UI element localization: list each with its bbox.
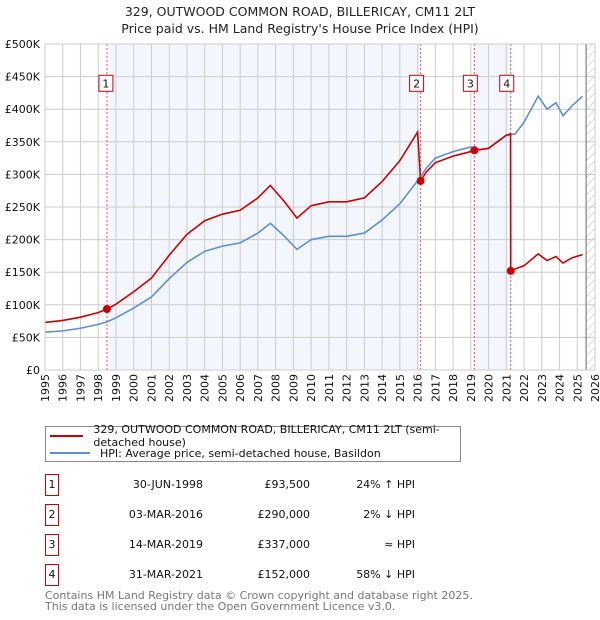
sale-flag-box (98, 74, 114, 92)
sale-date: 31-MAR-2021 (128, 568, 203, 581)
sale-hpi-diff: 58% ↓ HPI (356, 568, 415, 581)
legend-label: 329, OUTWOOD COMMON ROAD, BILLERICAY, CM… (93, 423, 440, 449)
sale-hpi-diff: ≈ HPI (384, 538, 415, 551)
sale-flag-box (462, 74, 478, 92)
x-tick-label: 2015 (394, 374, 407, 402)
x-tick-label: 1996 (57, 374, 70, 402)
footer-licence: This data is licensed under the Open Gov… (45, 600, 396, 613)
x-tick-label: 2004 (199, 374, 212, 402)
sale-hpi-diff: 24% ↑ HPI (356, 478, 415, 491)
legend-label: HPI: Average price, semi-detached house,… (100, 446, 381, 460)
x-tick-label: 2017 (429, 374, 442, 402)
y-tick-label: £50K (12, 331, 41, 344)
sale-flag-label: 3 (467, 77, 474, 90)
sale-marker-label: 4 (45, 564, 59, 586)
x-tick-label: 2011 (323, 374, 336, 402)
x-tick-label: 2018 (447, 374, 460, 402)
x-tick-label: 2010 (305, 374, 318, 402)
sale-date: 14-MAR-2019 (128, 538, 203, 551)
x-tick-label: 2009 (287, 374, 300, 402)
legend-item-property: 329, OUTWOOD COMMON ROAD, BILLERICAY, CM… (50, 423, 460, 449)
x-tick-label: 2013 (358, 374, 371, 402)
sale-flag-label: 4 (503, 77, 510, 90)
footer-copyright: Contains HM Land Registry data © Crown c… (45, 589, 473, 602)
x-tick-label: 2025 (571, 374, 584, 402)
y-tick-label: £300K (5, 168, 41, 181)
y-tick-label: £250K (5, 201, 41, 214)
chart-title: 329, OUTWOOD COMMON ROAD, BILLERICAY, CM… (124, 4, 476, 19)
sale-flag-box (499, 74, 515, 92)
sale-flag-label: 1 (102, 77, 109, 90)
legend: 329, OUTWOOD COMMON ROAD, BILLERICAY, CM… (45, 423, 461, 462)
sale-price: £290,000 (257, 508, 311, 521)
sale-price: £152,000 (257, 568, 311, 581)
x-tick-label: 2007 (252, 374, 265, 402)
legend-item-hpi: HPI: Average price, semi-detached house,… (50, 445, 381, 461)
x-tick-label: 2023 (536, 374, 549, 402)
sale-price: £93,500 (264, 478, 311, 491)
sale-flag: 3 (462, 74, 478, 92)
x-tick-label: 2000 (128, 374, 141, 402)
x-tick-label: 2005 (216, 374, 229, 402)
sale-row: 2 03-MAR-2016 £290,000 2% ↓ HPI (45, 504, 415, 528)
sale-flag: 2 (409, 74, 425, 92)
x-tick-label: 2008 (270, 374, 283, 402)
x-tick-label: 1995 (39, 374, 52, 402)
y-tick-label: £100K (5, 299, 41, 312)
x-tick-label: 2014 (376, 374, 389, 402)
x-tick-label: 2021 (500, 374, 513, 402)
y-tick-label: £200K (5, 234, 41, 247)
sale-marker-label: 2 (45, 504, 59, 526)
y-tick-label: £0 (26, 364, 40, 377)
sale-point (506, 266, 515, 275)
price-chart: 1995 1996 1997 1998 1999 2000 2001 2002 2003 2004… (5, 38, 600, 402)
x-tick-label: 2019 (465, 374, 478, 402)
legend-swatch-red (50, 435, 84, 437)
series-line (44, 94, 584, 333)
x-tick-label: 1997 (74, 374, 87, 402)
y-tick-label: £400K (5, 103, 41, 116)
sale-row: 3 14-MAR-2019 £337,000 ≈ HPI (45, 534, 415, 558)
sale-date: 03-MAR-2016 (128, 508, 203, 521)
y-tick-label: £500K (5, 38, 41, 51)
x-tick-label: 2012 (341, 374, 354, 402)
sale-date: 30-JUN-1998 (132, 478, 203, 491)
x-tick-label: 2006 (234, 374, 247, 402)
x-tick-label: 1998 (92, 374, 105, 402)
y-tick-label: £450K (5, 71, 41, 84)
chart-subtitle: Price paid vs. HM Land Registry's House … (121, 21, 479, 36)
x-tick-label: 1999 (110, 374, 123, 402)
x-tick-label: 2024 (554, 374, 567, 402)
x-tick-label: 2003 (181, 374, 194, 402)
y-tick-label: £150K (5, 266, 41, 279)
sale-price: £337,000 (257, 538, 311, 551)
sale-flag-label: 2 (413, 77, 420, 90)
x-tick-label: 2026 (589, 374, 600, 402)
sale-hpi-diff: 2% ↓ HPI (363, 508, 415, 521)
x-tick-label: 2022 (518, 374, 531, 402)
sale-flag: 1 (98, 74, 114, 92)
x-tick-label: 2001 (145, 374, 158, 402)
sale-row: 4 31-MAR-2021 £152,000 58% ↓ HPI (45, 564, 415, 588)
x-tick-label: 2002 (163, 374, 176, 402)
sale-flag-box (409, 74, 425, 92)
sale-flag: 4 (499, 74, 515, 92)
sale-row: 1 30-JUN-1998 £93,500 24% ↑ HPI (45, 474, 415, 498)
x-tick-label: 2016 (412, 374, 425, 402)
sale-point (416, 176, 425, 185)
x-tick-label: 2020 (483, 374, 496, 402)
sale-point (102, 305, 111, 314)
series-line (44, 129, 583, 324)
sale-marker-label: 3 (45, 534, 59, 556)
sale-point (470, 146, 479, 155)
sale-marker-label: 1 (45, 474, 59, 496)
legend-swatch-blue (50, 452, 90, 454)
y-tick-label: £350K (5, 136, 41, 149)
plot-border (44, 43, 596, 371)
